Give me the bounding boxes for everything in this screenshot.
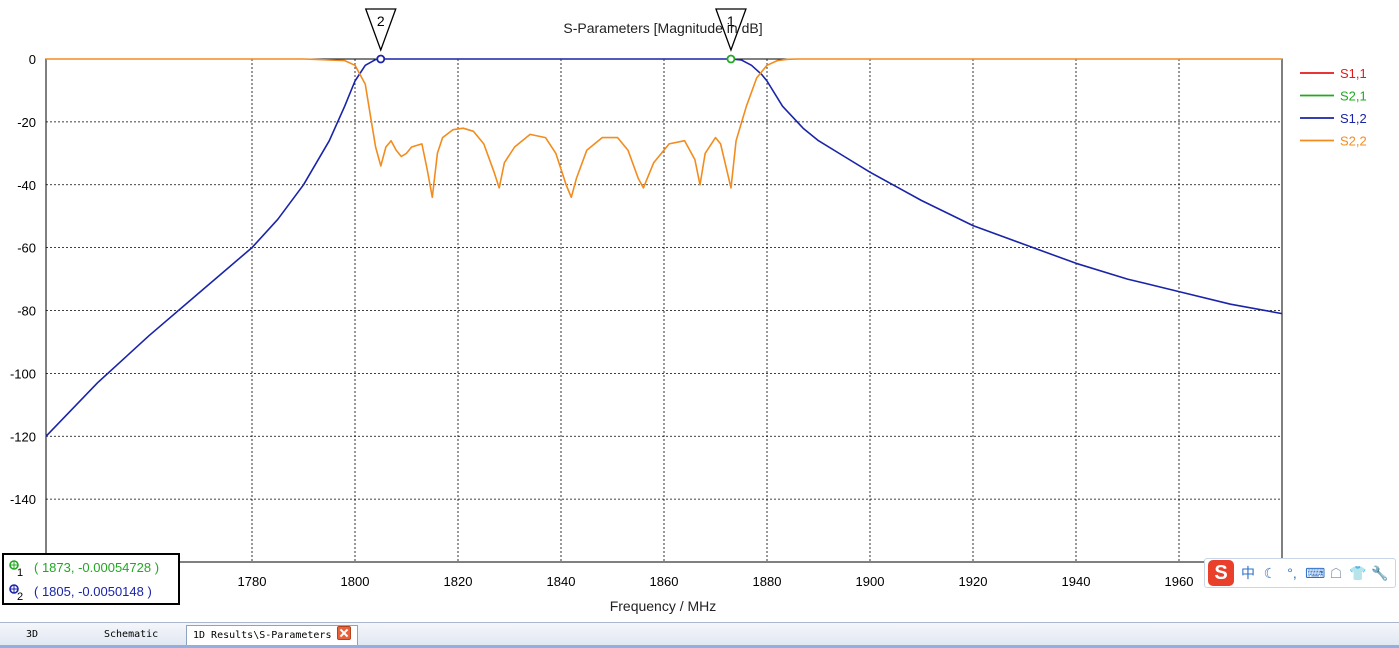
y-tick-label: -80 xyxy=(17,304,36,319)
legend-entry-S2-1[interactable]: S2,1 xyxy=(1300,89,1367,104)
x-tick-label: 1900 xyxy=(856,574,885,589)
ime-toolbar[interactable]: S 中 ☾ °, ⌨ ☖ 👕 🔧 xyxy=(1204,558,1396,588)
y-axis-ticks: 0 -20 -40 -60 -80 -100 -120 -140 xyxy=(10,52,36,507)
x-tick-label: 1960 xyxy=(1165,574,1194,589)
x-tick-label: 1800 xyxy=(341,574,370,589)
marker-1-icon: 1 xyxy=(9,560,23,577)
keyboard-icon[interactable]: ⌨ xyxy=(1305,565,1326,581)
marker-2-value: ( 1805, -0.0050148 ) xyxy=(34,584,152,599)
y-tick-label: -120 xyxy=(10,429,36,444)
x-tick-label: 1940 xyxy=(1062,574,1091,589)
x-tick-label: 1780 xyxy=(238,574,267,589)
legend-entry-S1-2[interactable]: S1,2 xyxy=(1300,111,1367,126)
s-parameter-plot: 0 -20 -40 -60 -80 -100 -120 -140 1780 1800 1820 18… xyxy=(10,8,1367,614)
marker-2-id: 2 xyxy=(17,591,23,601)
y-tick-label: 0 xyxy=(29,52,36,67)
x-axis-ticks: 1780 1800 1820 1840 1860 1880 1900 1920 1940 1960… xyxy=(238,574,1297,589)
legend-label: S2,2 xyxy=(1340,134,1367,149)
legend-label: S1,2 xyxy=(1340,111,1367,126)
moon-icon[interactable]: ☾ xyxy=(1263,565,1277,581)
x-tick-label: 1880 xyxy=(753,574,782,589)
tab-schematic[interactable]: Schematic xyxy=(104,629,159,640)
marker-1-id: 1 xyxy=(17,567,23,577)
marker-point-1 xyxy=(726,54,736,64)
skin-icon[interactable]: 👕 xyxy=(1349,565,1367,581)
series-line-S2-2 xyxy=(46,58,1282,199)
y-tick-label: -140 xyxy=(10,492,36,507)
plot-grid xyxy=(46,59,1282,562)
user-icon[interactable]: ☖ xyxy=(1329,565,1343,581)
tab-1d-results-label: 1D Results\S-Parameters xyxy=(193,630,332,641)
y-tick-label: -40 xyxy=(17,178,36,193)
legend-entry-S1-1[interactable]: S1,1 xyxy=(1300,66,1367,81)
legend-entry-S2-2[interactable]: S2,2 xyxy=(1300,134,1367,149)
marker-2-icon: 2 xyxy=(9,584,23,601)
settings-wrench-icon[interactable]: 🔧 xyxy=(1371,565,1389,581)
marker-flag-label-1: 1 xyxy=(727,13,735,29)
marker-flag-1 xyxy=(715,8,747,52)
chart-title: S-Parameters [Magnitude in dB] xyxy=(563,20,762,36)
view-tab-bar: 3D Schematic 1D Results\S-Parameters xyxy=(0,622,1399,648)
marker-readout-box: 1 ( 1873, -0.00054728 ) 2 ( 1805, -0.005… xyxy=(2,553,180,605)
x-tick-label: 1840 xyxy=(547,574,576,589)
y-tick-label: -100 xyxy=(10,366,36,381)
marker-flag-2 xyxy=(364,8,397,52)
marker-readout-2[interactable]: 2 ( 1805, -0.0050148 ) xyxy=(8,581,178,601)
tab-1d-results-s-parameters[interactable]: 1D Results\S-Parameters xyxy=(186,625,359,645)
plot-markers[interactable]: 12 xyxy=(364,8,747,64)
marker-1-value: ( 1873, -0.00054728 ) xyxy=(34,560,160,575)
x-tick-label: 1860 xyxy=(650,574,679,589)
ime-logo-icon[interactable]: S xyxy=(1208,560,1234,586)
marker-point-2 xyxy=(376,54,386,64)
punctuation-icon[interactable]: °, xyxy=(1287,565,1297,581)
ime-chinese-mode-button[interactable]: 中 xyxy=(1241,565,1255,581)
plot-marker-1[interactable]: 1 xyxy=(715,8,747,64)
marker-flag-label-2: 2 xyxy=(377,13,385,29)
legend-label: S2,1 xyxy=(1340,89,1367,104)
legend[interactable]: S1,1 S2,1 S1,2 S2,2 xyxy=(1300,66,1367,149)
x-tick-label: 1920 xyxy=(959,574,988,589)
tab-3d[interactable]: 3D xyxy=(26,629,39,640)
marker-readout-1[interactable]: 1 ( 1873, -0.00054728 ) xyxy=(8,557,178,577)
y-tick-label: -20 xyxy=(17,115,36,130)
y-tick-label: -60 xyxy=(17,241,36,256)
legend-label: S1,1 xyxy=(1340,66,1367,81)
x-axis-label: Frequency / MHz xyxy=(610,598,717,614)
close-icon[interactable] xyxy=(337,626,352,640)
x-tick-label: 1820 xyxy=(444,574,473,589)
plot-marker-2[interactable]: 2 xyxy=(364,8,397,64)
